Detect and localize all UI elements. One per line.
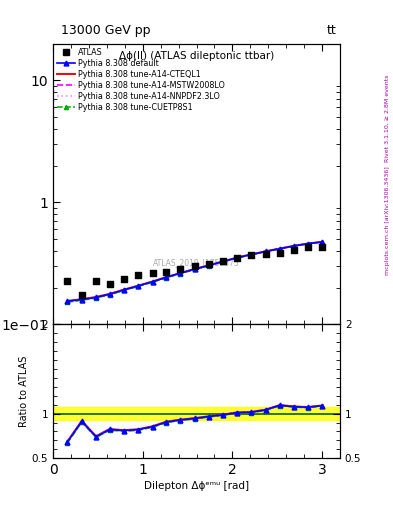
Point xyxy=(220,257,226,265)
Text: Rivet 3.1.10, ≥ 2.8M events: Rivet 3.1.10, ≥ 2.8M events xyxy=(385,74,390,161)
X-axis label: Dilepton Δϕᵉᵐᵘ [rad]: Dilepton Δϕᵉᵐᵘ [rad] xyxy=(144,481,249,492)
Point xyxy=(121,274,127,283)
Point xyxy=(135,271,141,280)
Text: 13000 GeV pp: 13000 GeV pp xyxy=(61,24,151,37)
Point xyxy=(64,277,71,285)
Point xyxy=(107,280,113,288)
Bar xyxy=(53,408,340,420)
Text: Δϕ(ll) (ATLAS dileptonic ttbar): Δϕ(ll) (ATLAS dileptonic ttbar) xyxy=(119,51,274,60)
Point xyxy=(305,243,311,251)
Point xyxy=(248,251,254,260)
Point xyxy=(149,269,156,278)
Point xyxy=(177,265,184,273)
Text: mcplots.cern.ch [arXiv:1306.3436]: mcplots.cern.ch [arXiv:1306.3436] xyxy=(385,166,390,274)
Y-axis label: Ratio to ATLAS: Ratio to ATLAS xyxy=(19,356,29,427)
Point xyxy=(191,262,198,270)
Point xyxy=(277,249,283,258)
Point xyxy=(291,246,298,254)
Legend: ATLAS, Pythia 8.308 default, Pythia 8.308 tune-A14-CTEQL1, Pythia 8.308 tune-A14: ATLAS, Pythia 8.308 default, Pythia 8.30… xyxy=(55,46,226,113)
Point xyxy=(79,291,85,299)
Text: ATLAS_2019_I1759875: ATLAS_2019_I1759875 xyxy=(153,258,240,267)
Point xyxy=(93,278,99,286)
Point xyxy=(263,249,269,258)
Point xyxy=(234,254,240,263)
Point xyxy=(206,260,212,268)
Point xyxy=(319,242,325,250)
Text: tt: tt xyxy=(326,24,336,37)
Point xyxy=(163,268,169,276)
